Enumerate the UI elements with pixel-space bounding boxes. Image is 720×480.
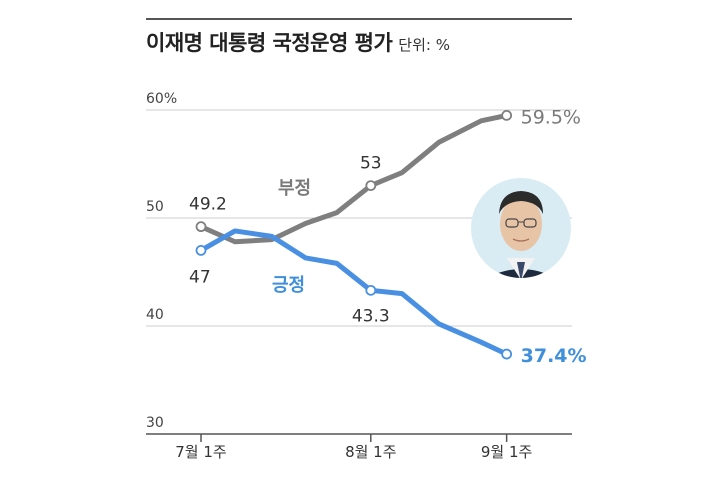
data-point-positive-9	[501, 348, 513, 360]
y-tick-label-40: 40	[146, 307, 164, 323]
x-tick-layer: 7월 1주 8월 1주 9월 1주	[146, 433, 572, 461]
data-point-positive-5	[365, 284, 377, 296]
chart-title: 이재명 대통령 국정운영 평가	[146, 31, 393, 55]
label-layer: 49.2 53 59.5% 47 43.3 37.4%	[189, 106, 587, 367]
top-rule	[146, 18, 572, 20]
y-tick-label-30: 30	[146, 415, 164, 431]
title-block: 이재명 대통령 국정운영 평가 단위: %	[146, 27, 450, 57]
data-label-negative-9: 59.5%	[521, 106, 581, 128]
unit-label: 단위: %	[398, 36, 450, 54]
y-tick-layer: 60% 50 40 30	[146, 91, 177, 431]
series-name-positive: 긍정	[272, 275, 305, 296]
x-tick-label-2: 9월 1주	[481, 443, 532, 461]
data-point-negative-9	[501, 110, 513, 121]
y-tick-label-50: 50	[146, 199, 164, 215]
series-line-positive	[198, 228, 510, 357]
data-label-negative-5: 53	[360, 154, 382, 174]
data-point-negative-0	[195, 221, 207, 233]
x-tick-label-1: 8월 1주	[345, 443, 396, 461]
data-point-positive-0	[195, 244, 207, 256]
data-label-positive-0: 47	[189, 267, 211, 287]
president-portrait	[471, 178, 571, 278]
y-tick-label-60: 60%	[146, 91, 177, 107]
series-line-negative	[198, 112, 510, 245]
series-layer	[195, 110, 513, 360]
data-label-positive-9: 37.4%	[521, 345, 587, 367]
data-label-negative-0: 49.2	[189, 195, 227, 215]
series-name-negative: 부정	[278, 178, 311, 199]
data-point-negative-5	[365, 180, 377, 192]
data-label-positive-5: 43.3	[352, 306, 390, 326]
x-tick-label-0: 7월 1주	[175, 443, 226, 461]
